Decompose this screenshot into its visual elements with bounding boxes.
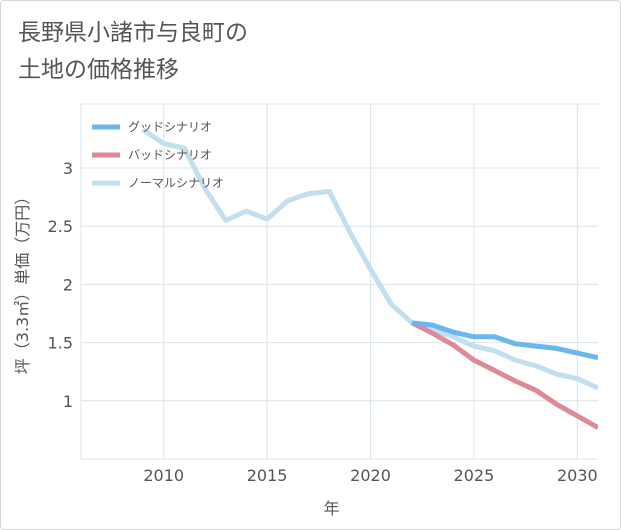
series-line-1	[410, 320, 598, 430]
x-axis-ticks: 2010 2015 2020 2025 2030	[143, 466, 597, 485]
gridlines	[80, 103, 598, 460]
legend-label-2: ノーマルシナリオ	[128, 176, 224, 190]
x-axis-label: 年	[323, 499, 339, 518]
legend-label-0: グッドシナリオ	[128, 120, 212, 134]
y-tick-label: 1.5	[48, 334, 73, 353]
series-line-0	[411, 320, 598, 361]
chart-title: 長野県小諸市与良町の 土地の価格推移	[18, 20, 248, 83]
x-tick-label: 2020	[350, 466, 391, 485]
x-tick-label: 2010	[143, 466, 184, 485]
x-tick-label: 2030	[557, 466, 598, 485]
y-tick-label: 2	[63, 275, 73, 294]
y-axis-ticks: 1 1.5 2 2.5 3	[48, 159, 73, 411]
y-tick-label: 2.5	[48, 217, 73, 236]
x-tick-label: 2015	[247, 466, 288, 485]
series-line-2	[141, 127, 598, 391]
y-axis-label: 坪（3.3㎡）単価（万円）	[13, 189, 32, 374]
y-tick-label: 1	[63, 392, 73, 411]
legend-label-1: バッドシナリオ	[128, 148, 212, 162]
x-tick-label: 2025	[454, 466, 495, 485]
series-lines	[141, 127, 598, 430]
plot-area	[81, 104, 598, 459]
y-tick-label: 3	[63, 159, 73, 178]
